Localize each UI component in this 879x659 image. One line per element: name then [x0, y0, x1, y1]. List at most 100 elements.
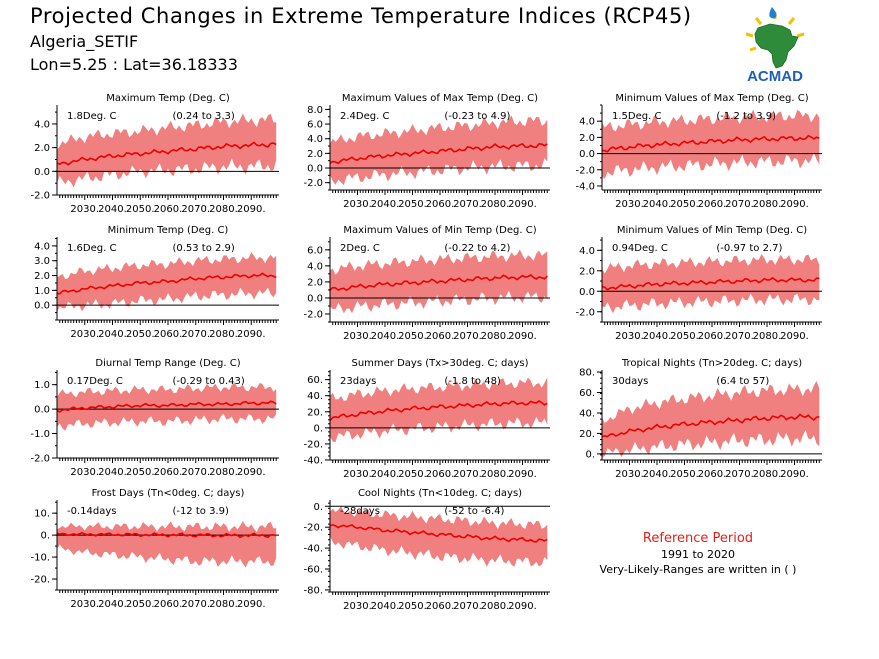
y-tick-label: -2.0: [30, 454, 50, 465]
x-tick-label: 2050.: [126, 599, 155, 610]
chart-panel: -2.00.02.04.02030.2040.2050.2060.2070.20…: [30, 93, 279, 215]
y-tick-label: 3.0: [34, 256, 50, 267]
x-tick-label: 2060.: [154, 329, 183, 340]
chart-panel: -20.-10.0.10.2030. 2040. 2050. 2060. 2070. 20…: [30, 488, 279, 610]
x-tick-label: 2030.: [70, 204, 99, 215]
likely-range-value: (6.4 to 57): [716, 376, 769, 387]
y-tick-label: 0.: [585, 449, 595, 460]
y-tick-label: 0.: [313, 502, 323, 513]
chart-title: Summer Days (Tx>30deg. C; days): [351, 358, 528, 369]
x-tick-label: 2060.: [698, 199, 727, 210]
x-tick-label: 2030.: [615, 331, 644, 342]
x-tick-label: 2070.: [453, 469, 482, 480]
y-tick-label: -40.: [303, 544, 323, 555]
x-tick-label: 2030.: [615, 469, 644, 480]
x-tick-label: 2030.: [343, 331, 372, 342]
y-tick-label: 0.0: [579, 287, 595, 298]
x-tick-label: 2030.: [615, 199, 644, 210]
x-tick-label: 2070.: [181, 329, 210, 340]
y-tick-label: 80.: [579, 368, 595, 379]
x-tick-label: 2070.: [725, 469, 754, 480]
x-tick-label: 2070.: [453, 199, 482, 210]
x-tick-label: 2080.: [209, 599, 238, 610]
x-tick-label: 2080.: [209, 329, 238, 340]
x-tick-label: 2040.: [98, 599, 127, 610]
likely-range-band: [330, 115, 548, 186]
y-tick-label: -4.0: [575, 181, 595, 192]
y-tick-label: -20.: [303, 439, 323, 450]
change-value: 0.17Deg. C: [67, 376, 123, 387]
y-tick-label: -2.0: [303, 309, 323, 320]
likely-range-band: [602, 109, 820, 179]
median-series-line: [56, 400, 277, 413]
x-tick-label: 2060.: [426, 199, 455, 210]
y-tick-label: 0.0: [34, 405, 50, 416]
median-series-line: [329, 523, 548, 543]
x-tick-label: 2040.: [371, 199, 400, 210]
x-tick-label: 2030.: [70, 467, 99, 478]
chart-panel: -80.-60.-40.-20.0.2030.2040.2050.2060.20…: [303, 488, 550, 612]
chart-title: Maximum Temp (Deg. C): [106, 93, 230, 104]
y-tick-label: -2.0: [303, 178, 323, 189]
reference-period-years: 1991 to 2020: [660, 548, 736, 561]
reference-period-title: Reference Period: [642, 531, 754, 546]
x-tick-label: 2080.: [753, 199, 782, 210]
x-tick-label: 2090.: [508, 331, 537, 342]
x-tick-label: 2050.: [670, 199, 699, 210]
change-value: 1.6Deg. C: [67, 243, 116, 254]
median-series-line: [601, 276, 820, 291]
y-tick-label: -80.: [303, 585, 323, 596]
y-tick-label: -20.: [30, 575, 50, 586]
y-tick-label: 6.0: [307, 245, 323, 256]
y-tick-label: -40.: [303, 456, 323, 467]
x-tick-label: 2090.: [780, 331, 809, 342]
x-tick-label: 2070.: [181, 467, 210, 478]
median-series-line: [329, 274, 548, 292]
likely-range-band: [602, 254, 820, 314]
y-tick-label: 2.0: [307, 277, 323, 288]
y-tick-label: 20.: [579, 429, 595, 440]
region-name: Algeria_SETIF: [30, 32, 139, 51]
x-tick-label: 2090.: [237, 467, 266, 478]
x-tick-label: 2070.: [181, 204, 210, 215]
y-tick-label: -2.0: [30, 191, 50, 202]
x-tick-label: 2050.: [670, 331, 699, 342]
chart-title: Maximum Values of Max Temp (Deg. C): [342, 93, 538, 104]
likely-range-value: (0.53 to 2.9): [172, 243, 234, 254]
likely-range-band: [602, 381, 820, 458]
y-tick-label: 0.0: [34, 301, 50, 312]
x-tick-label: 2050.: [398, 331, 427, 342]
x-tick-label: 2050.: [398, 601, 427, 612]
x-tick-label: 2040.: [98, 467, 127, 478]
likely-range-value: (-0.22 to 4.2): [444, 243, 510, 254]
median-series-line: [56, 141, 277, 166]
likely-range-value: (-0.29 to 0.43): [172, 376, 244, 387]
y-tick-label: 4.0: [579, 246, 595, 257]
chart-panel: -2.0 0.0 2.0 4.0 6.0 2030.2040.2050.2060.2070…: [303, 225, 550, 342]
y-tick-label: 4.0: [307, 134, 323, 145]
x-tick-label: 2070.: [453, 601, 482, 612]
likely-range-band: [57, 521, 277, 568]
x-tick-label: 2040.: [643, 199, 672, 210]
y-tick-label: 2.0: [307, 149, 323, 160]
x-tick-label: 2030.: [343, 469, 372, 480]
change-value: 1.8Deg. C: [67, 111, 116, 122]
y-tick-label: 8.0: [307, 105, 323, 116]
x-tick-label: 2080.: [481, 199, 510, 210]
likely-range-band: [330, 377, 548, 442]
x-tick-label: 2090.: [237, 599, 266, 610]
median-series-line: [56, 531, 277, 539]
x-tick-label: 2080.: [481, 469, 510, 480]
y-tick-label: -1.0: [30, 429, 50, 440]
median-series-line: [329, 400, 548, 421]
likely-range-value: (-12 to 3.9): [172, 506, 229, 517]
median-series-line: [601, 134, 820, 153]
change-value: 1.5Deg. C: [612, 111, 661, 122]
location-coordinates: Lon=5.25 : Lat=36.18333: [30, 55, 238, 74]
change-value: 0.94Deg. C: [612, 243, 668, 254]
y-tick-label: 60.: [579, 388, 595, 399]
y-tick-label: 0.0: [34, 167, 50, 178]
y-tick-label: 0.: [313, 423, 323, 434]
y-tick-label: 2.0: [34, 271, 50, 282]
y-tick-label: 4.0: [307, 261, 323, 272]
